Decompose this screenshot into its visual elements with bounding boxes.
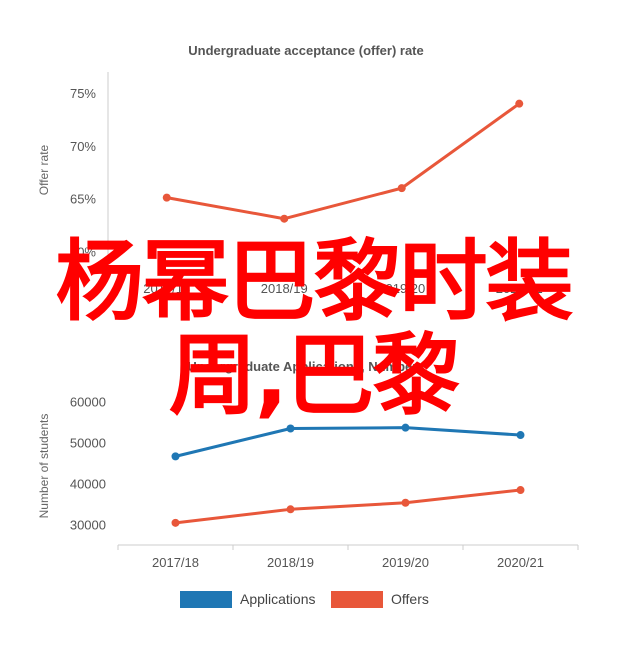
legend-swatch: [180, 591, 232, 608]
data-point: [286, 505, 295, 514]
series-line: [175, 488, 521, 525]
y-tick-label: 70%: [70, 139, 96, 154]
x-tick-label: 2019/20: [382, 555, 429, 570]
y-tick-label: 30000: [70, 517, 106, 532]
y-tick-label: 60000: [70, 394, 106, 409]
data-point: [171, 452, 180, 461]
y-tick-label: 60%: [70, 244, 96, 259]
x-tick-label: 2020/21: [496, 281, 543, 296]
data-point: [515, 99, 524, 108]
applications-chart: Undergraduate Applications, Numbers Numb…: [37, 359, 579, 608]
y-tick-label: 65%: [70, 192, 96, 207]
y-axis-label: Offer rate: [37, 144, 51, 195]
x-tick-label: 2017/18: [143, 281, 190, 296]
y-tick-label: 40000: [70, 476, 106, 491]
x-tick-label: 2019/20: [378, 281, 425, 296]
data-point: [401, 423, 410, 432]
chart-title: Undergraduate acceptance (offer) rate: [188, 43, 424, 58]
legend-swatch: [331, 591, 383, 608]
series-line: [166, 102, 521, 221]
legend-label: Offers: [391, 591, 429, 607]
overlay-text-line-2: 周,巴黎: [168, 324, 460, 427]
y-tick-label: 50000: [70, 435, 106, 450]
x-tick-label: 2018/19: [261, 281, 308, 296]
y-axis-label: Number of students: [37, 414, 51, 519]
data-point: [280, 214, 289, 223]
legend-label: Applications: [240, 591, 316, 607]
x-tick-label: 2020/21: [497, 555, 544, 570]
data-point: [171, 518, 180, 527]
data-point: [162, 193, 171, 202]
data-point: [516, 431, 525, 440]
x-tick-label: 2018/19: [267, 555, 314, 570]
data-point: [286, 424, 295, 433]
offer-rate-chart: Undergraduate acceptance (offer) rate Of…: [37, 43, 543, 296]
y-tick-label: 75%: [70, 86, 96, 101]
series-line: [175, 426, 521, 458]
data-point: [516, 486, 525, 495]
x-tick-label: 2017/18: [152, 555, 199, 570]
chart-title: Undergraduate Applications, Numbers: [187, 359, 424, 374]
data-point: [401, 498, 410, 507]
overlay-text-line-1: 杨幂巴黎时装: [55, 230, 573, 333]
data-point: [397, 184, 406, 193]
